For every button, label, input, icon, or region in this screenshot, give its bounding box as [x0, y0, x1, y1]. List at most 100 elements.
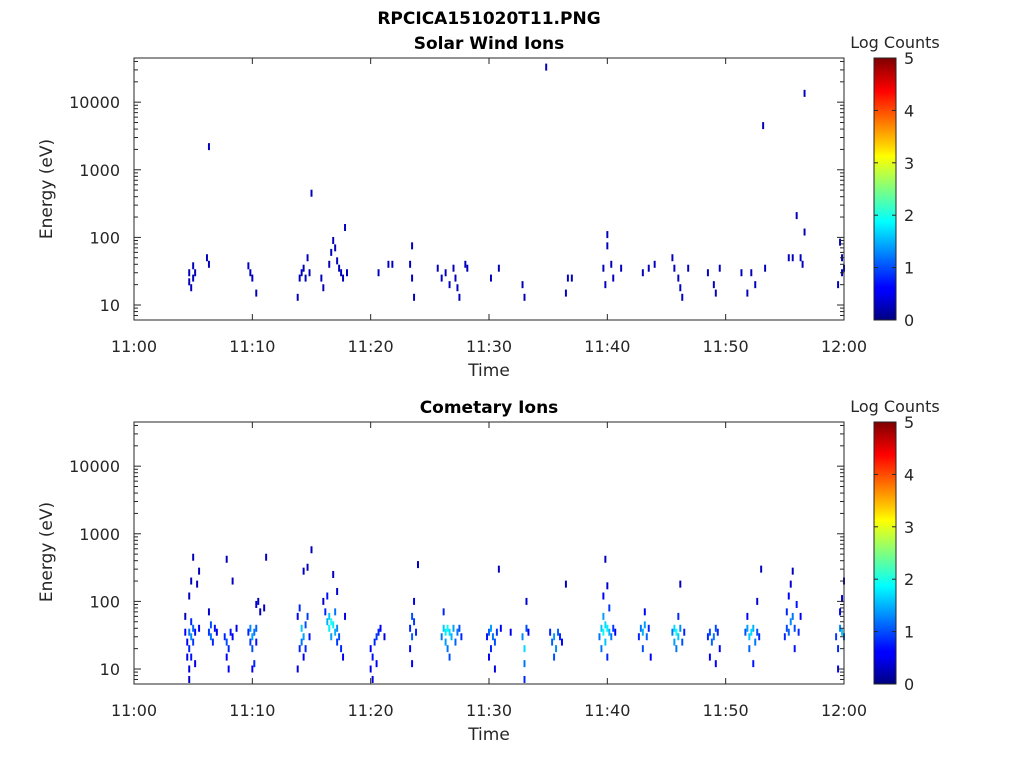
data-cell — [209, 633, 212, 641]
data-cell — [718, 264, 721, 272]
data-cell — [637, 633, 640, 641]
data-cell — [464, 260, 467, 268]
data-cell — [322, 597, 325, 605]
y-tick-label: 1000 — [79, 161, 120, 180]
solar-wind-axes: 11:00 11:10 11:20 11:30 11:40 11:50 12:00 10 100… — [69, 57, 867, 356]
data-cell — [679, 624, 682, 632]
data-cell — [371, 675, 374, 683]
data-cell — [641, 628, 644, 636]
data-cell — [332, 570, 335, 578]
data-cell — [489, 624, 492, 632]
data-cell — [227, 665, 230, 673]
data-cell — [671, 254, 674, 262]
data-cell — [190, 577, 193, 585]
data-cell — [253, 660, 256, 668]
data-cell — [300, 638, 303, 646]
data-cell — [643, 621, 646, 629]
data-cell — [194, 269, 197, 277]
data-cell — [324, 608, 327, 616]
data-cell — [194, 628, 197, 636]
data-cell — [415, 628, 418, 636]
data-cell — [559, 633, 561, 641]
data-cell — [411, 660, 414, 668]
data-cell — [602, 612, 605, 620]
data-cell — [799, 612, 802, 620]
data-cell — [207, 628, 210, 636]
data-cell — [332, 621, 335, 629]
x-tick-label: 11:50 — [703, 337, 749, 356]
data-cell — [799, 254, 802, 262]
data-cell — [458, 624, 461, 632]
data-cell — [211, 638, 214, 646]
data-cell — [452, 624, 455, 632]
x-tick-label: 12:00 — [821, 337, 867, 356]
data-cell — [188, 592, 191, 600]
data-cell — [184, 612, 187, 620]
data-cell — [523, 293, 526, 301]
data-cell — [373, 638, 376, 646]
cometary-title: Cometary Ions — [420, 398, 559, 418]
data-cell — [639, 624, 642, 632]
data-cell — [334, 628, 337, 636]
data-cell — [509, 628, 512, 636]
data-cell — [190, 633, 193, 641]
colorbar-tick-label: 2 — [904, 570, 914, 589]
data-cell — [837, 645, 840, 653]
data-cell — [789, 618, 792, 626]
data-cell — [600, 645, 603, 653]
data-cell — [497, 565, 500, 573]
data-cell — [304, 274, 307, 282]
data-cell — [718, 645, 721, 653]
data-cell — [387, 260, 390, 268]
data-cell — [553, 653, 556, 661]
data-cell — [306, 612, 309, 620]
data-cell — [787, 254, 790, 262]
x-tick-label: 11:20 — [348, 701, 394, 720]
data-cell — [452, 264, 455, 272]
data-cell — [783, 633, 786, 641]
data-cell — [409, 645, 412, 653]
data-cell — [598, 633, 601, 641]
data-cell — [454, 638, 457, 646]
data-cell — [304, 645, 307, 653]
solar-wind-x-label: Time — [467, 361, 510, 381]
data-cell — [207, 260, 210, 268]
data-cell — [326, 592, 329, 600]
data-cell — [553, 633, 556, 641]
data-cell — [564, 580, 567, 588]
data-cell — [614, 628, 617, 636]
data-cell — [192, 553, 195, 561]
data-cell — [604, 621, 607, 629]
data-cell — [740, 269, 743, 277]
data-cell — [302, 653, 305, 661]
data-cell — [675, 645, 678, 653]
plot-frame — [133, 57, 845, 321]
data-cell — [756, 628, 759, 636]
data-cell — [310, 546, 313, 554]
data-cell — [255, 624, 258, 632]
data-cell — [444, 628, 447, 636]
data-cell — [606, 624, 609, 632]
data-cell — [647, 624, 650, 632]
y-tick-label: 10000 — [69, 457, 120, 476]
data-cell — [379, 624, 382, 632]
data-cell — [207, 143, 210, 151]
data-cell — [298, 645, 301, 653]
data-cell — [791, 612, 794, 620]
data-cell — [188, 665, 191, 673]
data-cell — [748, 633, 751, 641]
data-cell — [440, 633, 443, 641]
data-cell — [566, 274, 569, 282]
colorbar-label: Log Counts — [850, 397, 940, 416]
data-cell — [411, 633, 414, 641]
data-cell — [255, 600, 258, 608]
data-cell — [375, 633, 378, 641]
data-cell — [760, 565, 763, 573]
data-cell — [251, 645, 254, 653]
data-cell — [523, 675, 526, 683]
data-cell — [604, 638, 607, 646]
x-tick-label: 11:50 — [703, 701, 749, 720]
data-cell — [391, 260, 394, 268]
data-cell — [604, 281, 607, 289]
data-cell — [340, 645, 343, 653]
